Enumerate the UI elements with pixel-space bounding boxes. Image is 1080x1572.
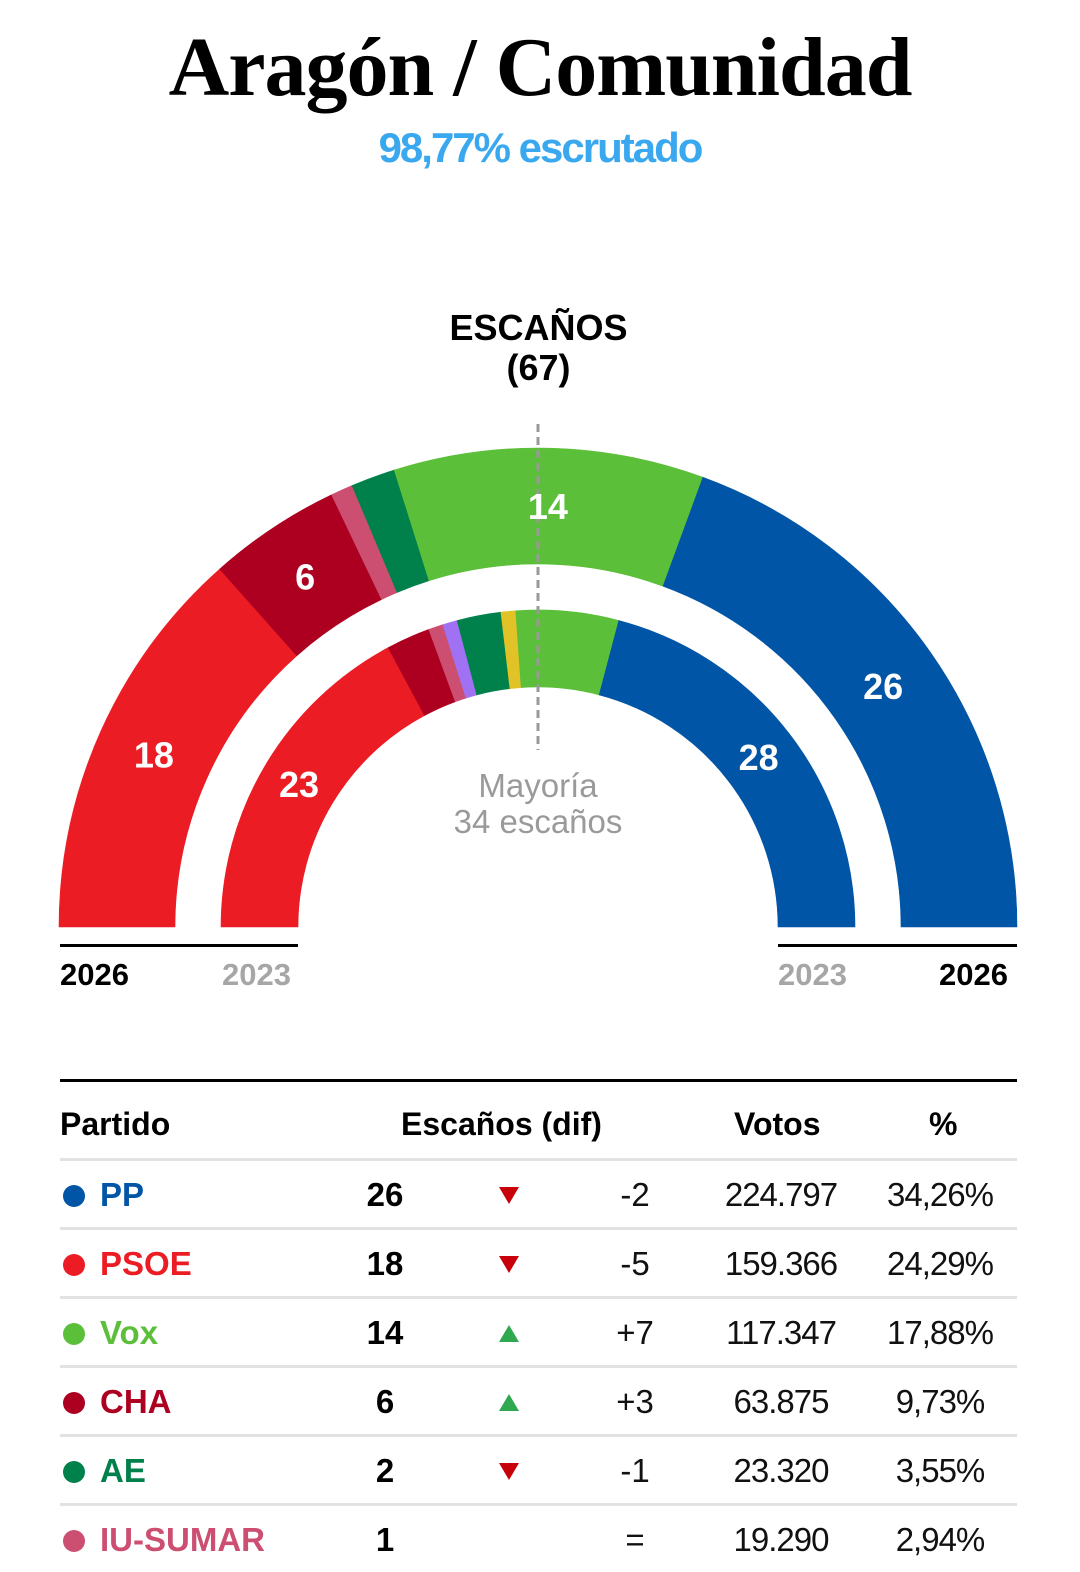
- party-votes: 23.320: [733, 1452, 830, 1489]
- party-pct: 3,55%: [895, 1452, 986, 1489]
- header-party: Partido: [60, 1106, 171, 1142]
- party-name: PSOE: [100, 1245, 192, 1282]
- trend-up-icon: [496, 1311, 522, 1355]
- party-name: PP: [100, 1176, 145, 1213]
- seat-segment-2026-pp: [662, 476, 1018, 928]
- table-row: Vox 14 +7 117.347 17,88%: [60, 1299, 1017, 1368]
- party-name: IU-SUMAR: [100, 1521, 265, 1558]
- seats-heading-label: ESCAÑOS: [449, 307, 628, 348]
- table-row: IU-SUMAR 1 = 19.290 2,94%: [60, 1506, 1017, 1572]
- party-votes: 224.797: [724, 1176, 838, 1213]
- party-votes: 19.290: [733, 1521, 830, 1558]
- year-label-right-2026: 2026: [939, 957, 1008, 992]
- party-color-dot-icon: [63, 1392, 85, 1414]
- party-pct: 9,73%: [895, 1383, 986, 1420]
- seat-label-2023-psoe: 23: [279, 764, 319, 805]
- trend-down-icon: [496, 1173, 522, 1217]
- party-name: AE: [100, 1452, 146, 1489]
- header-seats: Escaños (dif): [401, 1106, 602, 1142]
- baseline-left: [60, 944, 298, 947]
- page-title: Aragón / Comunidad: [168, 21, 913, 114]
- party-seats: 26: [366, 1176, 404, 1213]
- party-color-dot-icon: [63, 1530, 85, 1552]
- seat-diff: -5: [620, 1245, 650, 1282]
- majority-seats-label: 34 escaños: [454, 803, 623, 840]
- party-color-dot-icon: [63, 1185, 85, 1207]
- table-row: PSOE 18 -5 159.366 24,29%: [60, 1230, 1017, 1299]
- party-color-dot-icon: [63, 1323, 85, 1345]
- table-row: CHA 6 +3 63.875 9,73%: [60, 1368, 1017, 1437]
- party-votes: 63.875: [733, 1383, 830, 1420]
- seat-diff: =: [625, 1521, 645, 1558]
- seat-label-2026-cha: 6: [295, 556, 315, 597]
- seat-label-2026-vox: 14: [528, 486, 568, 527]
- year-label-left-2026: 2026: [60, 957, 129, 992]
- trend-none-icon: [496, 1518, 522, 1562]
- count-progress: 98,77% escrutado: [378, 124, 704, 171]
- majority-label: Mayoría: [478, 767, 598, 804]
- year-label-right-2023: 2023: [778, 957, 847, 992]
- hemicycle-chart: 18 6 14 26 23 28 Mayoría 34 escaños: [58, 424, 1018, 928]
- party-name: Vox: [100, 1314, 159, 1351]
- party-pct: 24,29%: [887, 1245, 994, 1282]
- party-pct: 2,94%: [895, 1521, 986, 1558]
- seat-diff: +3: [616, 1383, 654, 1420]
- seat-diff: -1: [620, 1452, 650, 1489]
- header-votes: Votos: [734, 1106, 821, 1142]
- trend-up-icon: [496, 1380, 522, 1424]
- table-body: PP 26 -2 224.797 34,26% PSOE 18 -5 159.366 24,29%…: [60, 1161, 1017, 1572]
- party-pct: 34,26%: [887, 1176, 994, 1213]
- table-row: AE 2 -1 23.320 3,55%: [60, 1437, 1017, 1506]
- seats-heading: ESCAÑOS (67): [0, 308, 1077, 388]
- party-seats: 18: [366, 1245, 404, 1282]
- seat-label-2023-pp: 28: [739, 737, 779, 778]
- party-votes: 117.347: [726, 1314, 837, 1351]
- seat-diff: +7: [616, 1314, 654, 1351]
- party-seats: 6: [375, 1383, 395, 1420]
- seat-diff: -2: [620, 1176, 650, 1213]
- seats-total: (67): [506, 347, 571, 388]
- seat-label-2026-pp: 26: [863, 666, 903, 707]
- party-pct: 17,88%: [887, 1314, 994, 1351]
- trend-down-icon: [496, 1449, 522, 1493]
- seat-label-2026-psoe: 18: [134, 735, 174, 776]
- party-color-dot-icon: [63, 1461, 85, 1483]
- party-name: CHA: [100, 1383, 172, 1420]
- results-table: Partido Escaños (dif) Votos % PP 26 -2 224.…: [60, 1079, 1017, 1572]
- party-seats: 14: [366, 1314, 404, 1351]
- seat-segment-2023-pp: [598, 620, 856, 928]
- header-pct: %: [929, 1106, 958, 1142]
- party-seats: 2: [375, 1452, 395, 1489]
- trend-down-icon: [496, 1242, 522, 1286]
- year-label-left-2023: 2023: [222, 957, 291, 992]
- party-color-dot-icon: [63, 1254, 85, 1276]
- table-row: PP 26 -2 224.797 34,26%: [60, 1161, 1017, 1230]
- baseline-right: [778, 944, 1017, 947]
- table-top-rule: [60, 1079, 1017, 1082]
- table-header: Partido Escaños (dif) Votos %: [60, 1082, 1017, 1161]
- party-seats: 1: [375, 1521, 395, 1558]
- party-votes: 159.366: [724, 1245, 838, 1282]
